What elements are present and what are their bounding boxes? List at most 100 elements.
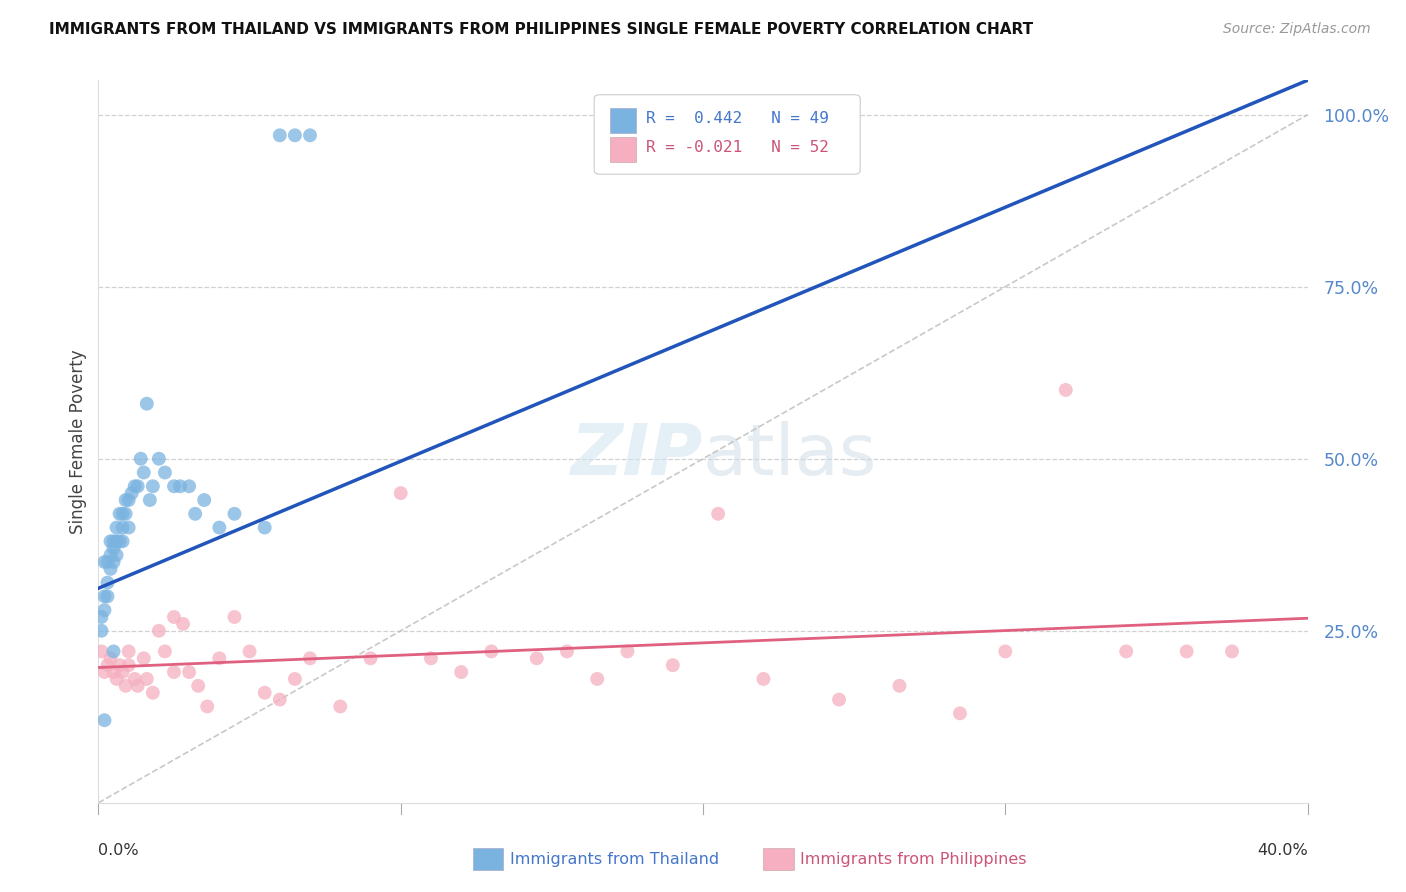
Point xyxy=(299,651,322,665)
Point xyxy=(481,644,503,658)
Point xyxy=(1054,383,1077,397)
Point xyxy=(1175,644,1198,658)
Point xyxy=(103,644,125,658)
Point xyxy=(118,644,141,658)
Point xyxy=(208,651,231,665)
Text: atlas: atlas xyxy=(703,422,877,491)
Point xyxy=(103,555,125,569)
Point xyxy=(360,651,382,665)
Point xyxy=(586,672,609,686)
Point xyxy=(707,507,730,521)
Point xyxy=(555,644,578,658)
Point xyxy=(184,507,207,521)
Point xyxy=(121,486,143,500)
Point xyxy=(96,658,118,673)
Point xyxy=(187,679,209,693)
Point xyxy=(93,665,115,679)
Text: Immigrants from Philippines: Immigrants from Philippines xyxy=(800,852,1026,867)
Point xyxy=(153,466,176,480)
Text: Source: ZipAtlas.com: Source: ZipAtlas.com xyxy=(1223,22,1371,37)
Point xyxy=(105,520,128,534)
Point xyxy=(100,534,122,549)
Point xyxy=(163,479,186,493)
Point xyxy=(239,644,262,658)
Text: 40.0%: 40.0% xyxy=(1257,843,1308,857)
Text: Immigrants from Thailand: Immigrants from Thailand xyxy=(509,852,718,867)
Point xyxy=(96,575,118,590)
Point xyxy=(111,534,134,549)
Point xyxy=(526,651,548,665)
Bar xyxy=(474,848,503,870)
Text: R = -0.021   N = 52: R = -0.021 N = 52 xyxy=(647,140,830,155)
Point xyxy=(105,534,128,549)
Point xyxy=(118,493,141,508)
Point xyxy=(118,658,141,673)
Point xyxy=(124,672,146,686)
FancyBboxPatch shape xyxy=(595,95,860,174)
Point xyxy=(114,493,136,508)
Point xyxy=(103,665,125,679)
Point xyxy=(111,665,134,679)
Point xyxy=(828,692,851,706)
Point xyxy=(889,679,911,693)
Point xyxy=(108,507,131,521)
Point xyxy=(139,493,162,508)
Point xyxy=(1115,644,1137,658)
Point xyxy=(172,616,194,631)
Point xyxy=(148,451,170,466)
Point xyxy=(93,555,115,569)
Bar xyxy=(763,848,794,870)
Point xyxy=(127,679,149,693)
Point xyxy=(105,548,128,562)
Point xyxy=(450,665,472,679)
Point xyxy=(179,665,201,679)
Point xyxy=(135,397,157,411)
Point xyxy=(111,520,134,534)
Point xyxy=(135,672,157,686)
Point xyxy=(90,644,112,658)
Point xyxy=(100,548,122,562)
Text: 0.0%: 0.0% xyxy=(98,843,139,857)
Point xyxy=(90,610,112,624)
Point xyxy=(208,520,231,534)
Point xyxy=(111,507,134,521)
Point xyxy=(420,651,443,665)
Point xyxy=(193,493,215,508)
Point xyxy=(90,624,112,638)
Point xyxy=(284,128,307,143)
Bar xyxy=(610,108,637,133)
Point xyxy=(148,624,170,638)
Point xyxy=(129,451,152,466)
Point xyxy=(949,706,972,721)
Text: ZIP: ZIP xyxy=(571,422,703,491)
Point xyxy=(114,507,136,521)
Point xyxy=(118,520,141,534)
Point xyxy=(269,692,291,706)
Point xyxy=(994,644,1017,658)
Point xyxy=(105,672,128,686)
Point xyxy=(163,665,186,679)
Point xyxy=(752,672,775,686)
Point xyxy=(269,128,291,143)
Point xyxy=(169,479,191,493)
Point xyxy=(132,466,155,480)
Point xyxy=(284,672,307,686)
Text: IMMIGRANTS FROM THAILAND VS IMMIGRANTS FROM PHILIPPINES SINGLE FEMALE POVERTY CO: IMMIGRANTS FROM THAILAND VS IMMIGRANTS F… xyxy=(49,22,1033,37)
Y-axis label: Single Female Poverty: Single Female Poverty xyxy=(69,350,87,533)
Point xyxy=(93,713,115,727)
Point xyxy=(93,603,115,617)
Point xyxy=(616,644,638,658)
Point xyxy=(108,534,131,549)
Point xyxy=(142,479,165,493)
Point xyxy=(127,479,149,493)
Point xyxy=(253,686,276,700)
Point xyxy=(142,686,165,700)
Point xyxy=(389,486,412,500)
Point xyxy=(195,699,218,714)
Point xyxy=(96,590,118,604)
Point xyxy=(661,658,683,673)
Point xyxy=(224,507,246,521)
Point xyxy=(103,534,125,549)
Point xyxy=(1220,644,1243,658)
Point xyxy=(253,520,276,534)
